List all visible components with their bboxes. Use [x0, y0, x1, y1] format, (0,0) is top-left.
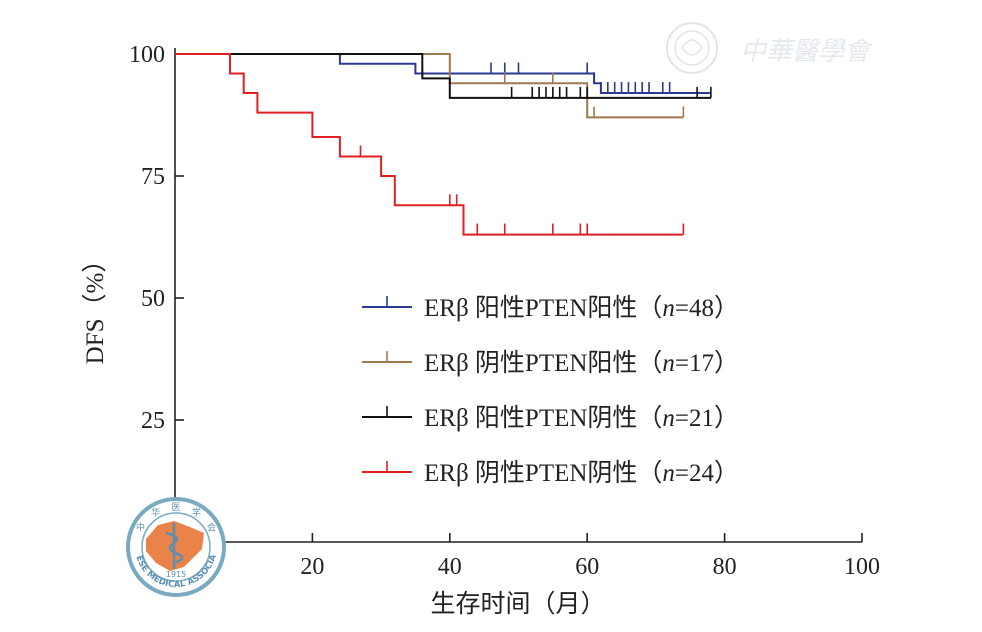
- series-1: [175, 53, 711, 94]
- legend-label-part: n: [662, 460, 675, 487]
- series-line: [175, 53, 711, 99]
- axes: [174, 48, 862, 543]
- legend-label-part: n: [662, 350, 675, 377]
- y-tick-label: 25: [141, 408, 165, 434]
- seal-char: 学: [192, 507, 201, 519]
- series-line: [175, 53, 711, 94]
- y-ticks: 25 50 75 100: [129, 42, 184, 434]
- watermark-logo: 中華醫學會: [666, 22, 874, 74]
- legend-label-part: =21）: [675, 404, 739, 432]
- seal-char: 中: [136, 522, 145, 534]
- series-layer: [175, 53, 712, 236]
- x-tick-label: 100: [844, 554, 880, 580]
- legend-item: ERβ 阳性PTEN阳性（n=48）: [362, 294, 739, 322]
- x-tick-label: 80: [713, 554, 737, 580]
- legend-label: ERβ 阴性PTEN阳性（n=17）: [424, 349, 739, 377]
- legend-label-part: ERβ 阴性PTEN阴性（: [424, 459, 662, 487]
- legend-item: ERβ 阴性PTEN阳性（n=17）: [362, 349, 739, 377]
- legend-label: ERβ 阳性PTEN阴性（n=21）: [424, 404, 739, 432]
- legend-label-part: ERβ 阳性PTEN阳性（: [424, 294, 662, 322]
- legend-item: ERβ 阴性PTEN阴性（n=24）: [362, 459, 739, 487]
- seal-char: 华: [151, 507, 160, 519]
- legend-label: ERβ 阳性PTEN阳性（n=48）: [424, 294, 739, 322]
- seal-year: 1915: [166, 570, 186, 579]
- y-axis-title: DFS（%）: [81, 248, 109, 365]
- series-3: [175, 53, 712, 99]
- legend-label-part: ERβ 阴性PTEN阳性（: [424, 349, 662, 377]
- legend-label-part: ERβ 阳性PTEN阴性（: [424, 404, 662, 432]
- x-tick-label: 20: [300, 554, 324, 580]
- legend-label-part: n: [662, 405, 675, 432]
- watermark-seal-icon: [666, 22, 718, 74]
- series-4: [175, 53, 685, 236]
- legend-label-part: =24）: [675, 459, 739, 487]
- legend: ERβ 阳性PTEN阳性（n=48）ERβ 阴性PTEN阳性（n=17）ERβ …: [362, 294, 739, 487]
- legend-label: ERβ 阴性PTEN阴性（n=24）: [424, 459, 739, 487]
- x-tick-label: 60: [575, 554, 599, 580]
- y-tick-label: 75: [141, 164, 165, 190]
- y-tick-label: 100: [129, 42, 165, 68]
- seal-char: 会: [207, 522, 216, 534]
- seal-inner-ring: [141, 512, 211, 582]
- x-tick-label: 40: [438, 554, 462, 580]
- seal-char: 医: [171, 502, 180, 513]
- legend-label-part: =17）: [675, 349, 739, 377]
- legend-item: ERβ 阳性PTEN阴性（n=21）: [362, 404, 739, 432]
- seal-staff-icon: [165, 523, 184, 569]
- legend-label-part: n: [662, 295, 675, 322]
- y-tick-label: 50: [141, 286, 165, 312]
- x-axis-title: 生存时间（月）: [430, 590, 605, 618]
- legend-label-part: =48）: [675, 294, 739, 322]
- seal-chars: 中华医 学会: [136, 502, 216, 534]
- watermark-text: 中華醫學會: [740, 37, 874, 67]
- series-line: [175, 53, 684, 236]
